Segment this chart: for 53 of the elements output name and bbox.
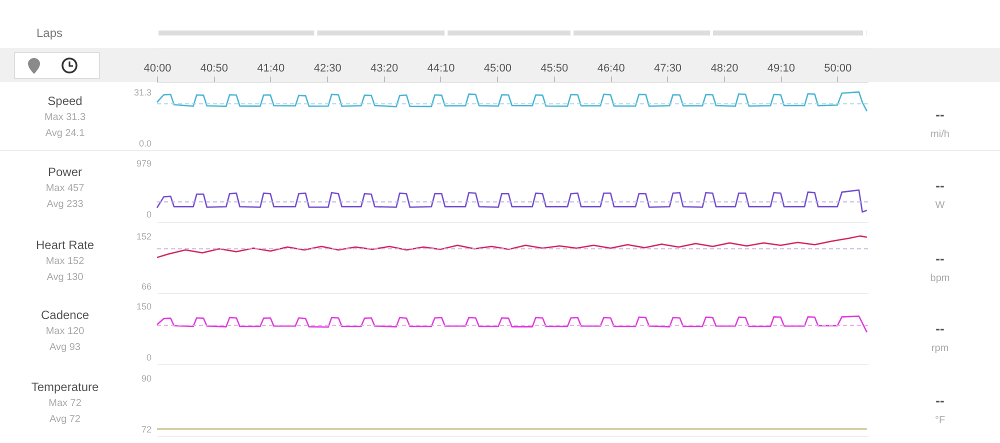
text: -- xyxy=(936,178,944,193)
text: Max 152 xyxy=(46,256,85,267)
text: Avg 24.1 xyxy=(45,128,86,139)
y-axis-title: rpm xyxy=(931,343,949,354)
text: Max 457 xyxy=(46,183,85,194)
y-tick-label: 72 xyxy=(141,424,152,434)
y-tick-label: 150 xyxy=(136,302,152,312)
line-series xyxy=(156,91,868,112)
chart-title: Cadence xyxy=(40,308,90,322)
x-tick-label: 41:40 xyxy=(257,62,285,74)
text: -- xyxy=(936,107,944,122)
line-series xyxy=(156,189,868,213)
x-tick-label: 40:50 xyxy=(200,62,228,74)
text: Max 72 xyxy=(48,398,82,409)
y-axis-title: °F xyxy=(934,415,946,426)
text: -- xyxy=(936,393,944,408)
x-tick-label: 45:50 xyxy=(540,62,568,74)
x-tick-label: 47:30 xyxy=(654,62,682,74)
chart-title: Temperature xyxy=(31,380,100,394)
x-tick-label: 48:20 xyxy=(710,62,738,74)
text: Avg 130 xyxy=(46,272,84,283)
x-tick-label: 49:10 xyxy=(767,62,795,74)
chart-title: Heart Rate xyxy=(36,238,94,252)
y-axis-title: W xyxy=(935,200,946,211)
y-axis-title: bpm xyxy=(930,273,950,284)
y-tick-label: 31.3 xyxy=(134,88,152,98)
y-tick-label: 66 xyxy=(141,282,152,292)
y-tick-label: 0 xyxy=(146,352,152,362)
y-tick-label: 152 xyxy=(136,232,152,242)
y-tick-label: 0 xyxy=(146,210,152,220)
y-tick-label: 90 xyxy=(141,374,152,384)
text: -- xyxy=(936,321,944,336)
y-tick-label: 0.0 xyxy=(138,138,152,148)
chart-title: Speed xyxy=(48,94,82,108)
x-tick-label: 45:00 xyxy=(484,62,512,74)
line-series xyxy=(156,316,868,333)
x-tick-label: 44:10 xyxy=(427,62,455,74)
text: Avg 233 xyxy=(46,199,84,210)
y-tick-label: 979 xyxy=(136,158,152,168)
text: Max 120 xyxy=(46,326,85,337)
y-axis-title: mi/h xyxy=(930,129,950,140)
text: -- xyxy=(936,251,944,266)
text: Max 31.3 xyxy=(44,112,86,123)
x-tick-label: 50:00 xyxy=(824,62,852,74)
x-tick-label: 40:00 xyxy=(144,62,172,74)
y-tick-label: Laps xyxy=(36,26,63,40)
text: Avg 72 xyxy=(50,414,81,425)
x-tick-label: 46:40 xyxy=(597,62,625,74)
x-tick-label: 42:30 xyxy=(314,62,342,74)
text: Avg 93 xyxy=(50,342,81,353)
line-series xyxy=(156,235,868,258)
x-tick-label: 43:20 xyxy=(370,62,398,74)
chart-title: Power xyxy=(48,165,82,179)
